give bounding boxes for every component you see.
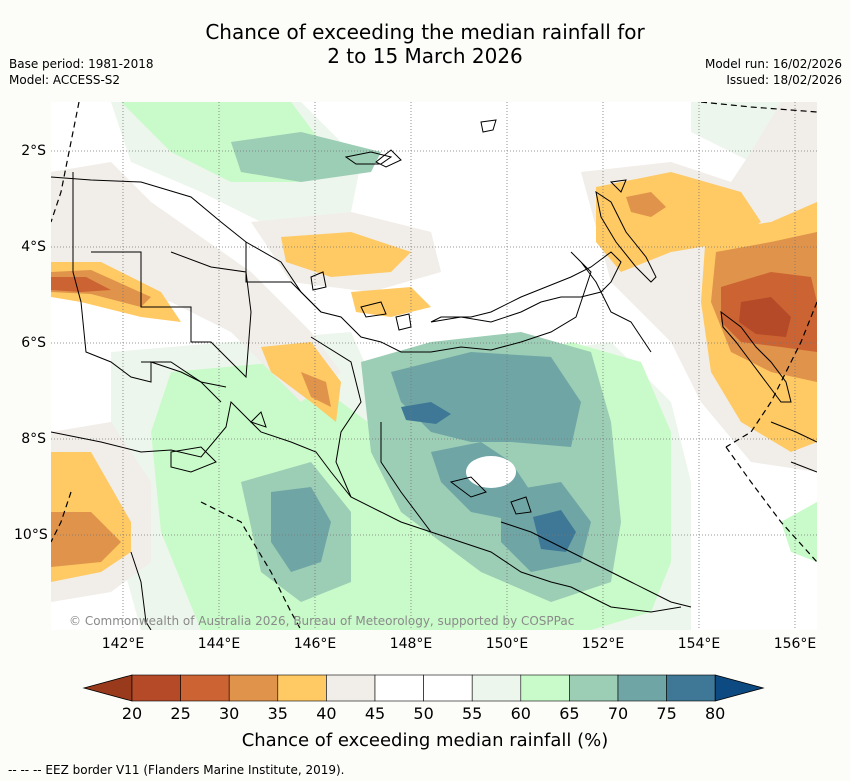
colorbar-tick-label: 75 <box>656 704 677 723</box>
louisiade <box>500 521 692 608</box>
colorbar-cell <box>180 674 230 702</box>
colorbar <box>82 674 765 702</box>
colorbar-cell <box>617 674 667 702</box>
island-small <box>250 119 627 428</box>
contour-25-30 <box>51 277 111 292</box>
colorbar-tick-label: 60 <box>510 704 531 723</box>
contour-65-70 <box>231 132 381 182</box>
x-tick: 146°E <box>293 636 337 652</box>
y-tick: 10°S <box>14 527 48 543</box>
issued-date: Issued: 18/02/2026 <box>726 73 842 87</box>
x-tick: 150°E <box>485 636 529 652</box>
y-tick: 4°S <box>21 239 46 255</box>
contour-75-80 <box>401 402 451 424</box>
new-ireland <box>595 190 657 283</box>
model-name: Model: ACCESS-S2 <box>9 73 121 87</box>
eez-legend: -- -- -- EEZ border V11 (Flanders Marine… <box>8 763 345 777</box>
x-tick: 148°E <box>389 636 433 652</box>
manus <box>344 151 393 165</box>
contour-50-55 <box>466 456 516 488</box>
colorbar-tick-label: 50 <box>413 704 434 723</box>
rainfall-map <box>51 102 817 630</box>
colorbar-tick-label: 40 <box>316 704 337 723</box>
contour-70-75 <box>391 352 581 447</box>
solomon-islands <box>770 421 817 473</box>
colorbar-tick-label: 65 <box>559 704 580 723</box>
colorbar-title: Chance of exceeding median rainfall (%) <box>241 730 609 751</box>
title-line-1: Chance of exceeding the median rainfall … <box>205 20 645 44</box>
y-tick: 2°S <box>21 143 46 159</box>
x-tick: 144°E <box>197 636 241 652</box>
x-tick: 152°E <box>581 636 625 652</box>
colorbar-tick-label: 70 <box>607 704 629 723</box>
bougainville <box>720 310 792 403</box>
y-tick: 6°S <box>21 335 46 351</box>
colorbar-tick-label: 30 <box>219 704 240 723</box>
graticule <box>51 102 817 630</box>
colorbar-arrow-high <box>714 674 765 702</box>
contour-35-40 <box>281 232 411 277</box>
colorbar-tick-label: 55 <box>462 704 483 723</box>
cape-york <box>130 551 152 630</box>
province-boundaries <box>91 242 432 533</box>
x-tick: 156°E <box>773 636 817 652</box>
title-line-2: 2 to 15 March 2026 <box>327 44 523 68</box>
d-entrecasteaux <box>449 476 532 515</box>
contour-30-35 <box>301 372 331 407</box>
copyright-notice: © Commonwealth of Australia 2026, Bureau… <box>69 614 575 628</box>
new-guinea-coast <box>51 176 652 353</box>
eez-borders <box>51 102 817 630</box>
colorbar-cell <box>569 674 619 702</box>
contour-75-80 <box>533 510 576 552</box>
colorbar-tick-label: 80 <box>705 704 726 723</box>
colorbar-cell <box>131 674 181 702</box>
colorbar-cell <box>666 674 716 702</box>
colorbar-cell <box>326 674 376 702</box>
contour-30-35 <box>51 512 121 567</box>
contour-70-75 <box>271 487 331 572</box>
colorbar-cell <box>423 674 473 702</box>
png-border <box>72 172 227 388</box>
torres-islands <box>170 446 217 473</box>
colorbar-arrow-low <box>82 674 133 702</box>
x-tick: 154°E <box>677 636 721 652</box>
y-tick: 8°S <box>21 431 46 447</box>
contour-40-45 <box>51 162 341 402</box>
x-tick: 142°E <box>101 636 145 652</box>
model-run: Model run: 16/02/2026 <box>704 57 842 71</box>
colorbar-cell <box>374 674 424 702</box>
colorbar-cell <box>520 674 570 702</box>
new-britain <box>430 251 622 323</box>
colorbar-cell <box>228 674 279 702</box>
contour-60-65 <box>781 502 817 562</box>
contour-30-35 <box>626 192 666 217</box>
colorbar-cell <box>277 674 327 702</box>
base-period: Base period: 1981-2018 <box>9 57 154 71</box>
colorbar-tick-label: 35 <box>267 704 288 723</box>
colorbar-tick-label: 20 <box>121 704 143 723</box>
coastlines <box>51 119 817 630</box>
contour-20-25 <box>739 297 791 337</box>
colorbar-tick-label: 45 <box>364 704 386 723</box>
colorbar-tick-label: 25 <box>170 704 191 723</box>
colorbar-cell <box>471 674 522 702</box>
